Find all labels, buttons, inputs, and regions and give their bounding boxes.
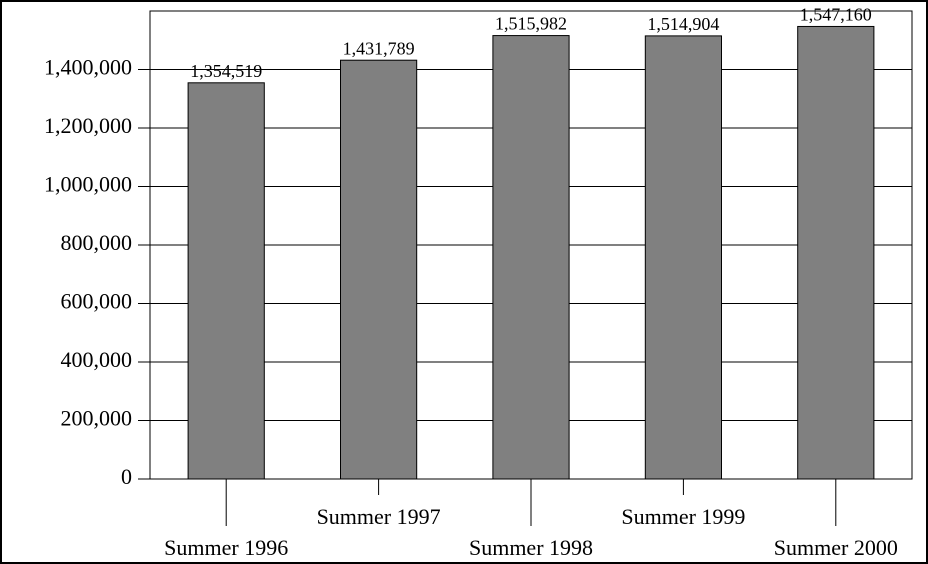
- x-tick-label: Summer 1997: [317, 504, 441, 529]
- bar: [187, 82, 265, 480]
- bar: [492, 35, 570, 480]
- y-tick-label: 600,000: [61, 289, 133, 314]
- data-label: 1,431,789: [343, 38, 415, 58]
- y-tick-label: 0: [121, 464, 132, 489]
- bar: [340, 59, 418, 480]
- x-tick-label: Summer 1996: [164, 535, 288, 560]
- data-label: 1,547,160: [800, 5, 872, 25]
- x-tick-label: Summer 1999: [621, 504, 745, 529]
- y-tick-label: 400,000: [61, 347, 133, 372]
- x-tick-label: Summer 1998: [469, 535, 593, 560]
- bar: [644, 35, 722, 480]
- y-tick-label: 1,400,000: [44, 55, 132, 80]
- y-tick-label: 800,000: [61, 230, 133, 255]
- data-label: 1,515,982: [495, 14, 567, 34]
- bar: [797, 25, 875, 480]
- data-label: 1,354,519: [190, 61, 262, 81]
- data-label: 1,514,904: [647, 14, 719, 34]
- y-tick-label: 1,200,000: [44, 113, 132, 138]
- y-tick-label: 200,000: [61, 406, 133, 431]
- x-tick-label: Summer 2000: [774, 535, 898, 560]
- y-tick-label: 1,000,000: [44, 172, 132, 197]
